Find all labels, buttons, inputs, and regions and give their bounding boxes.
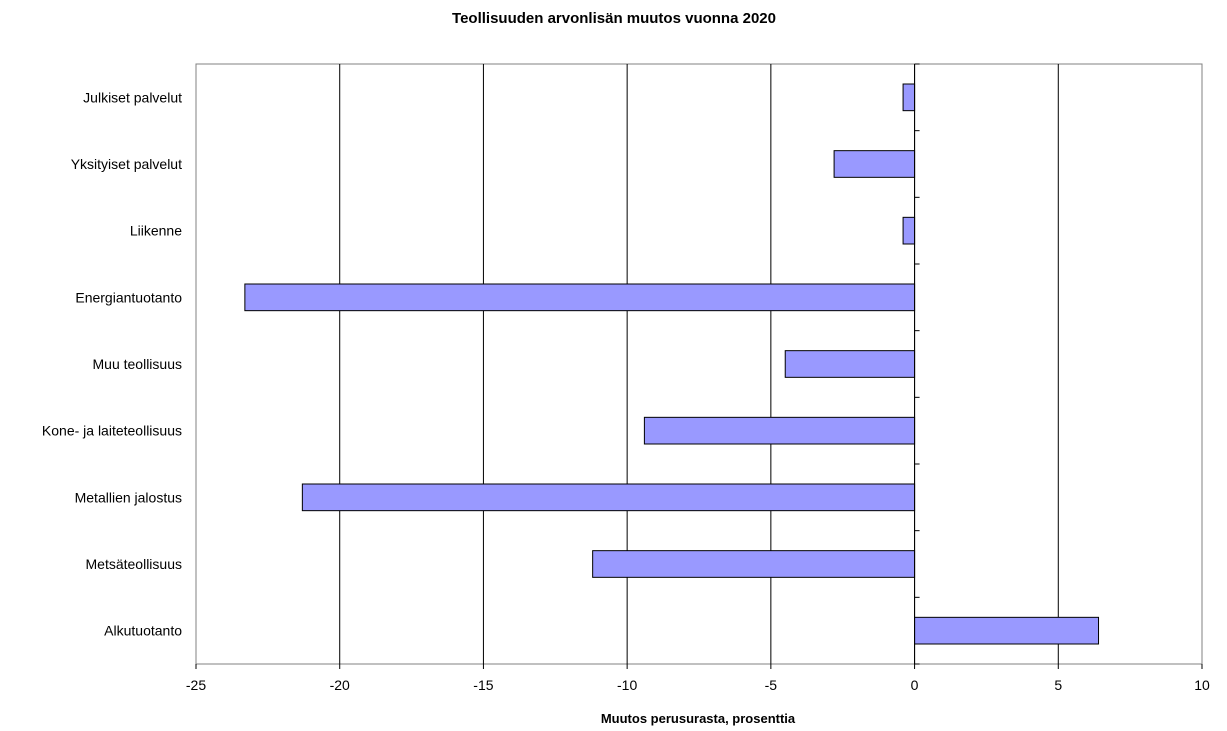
x-tick-label: -20 [330,677,350,693]
bar [833,150,916,178]
x-axis-label: Muutos perusurasta, prosenttia [601,711,796,726]
category-label: Metsäteollisuus [86,556,183,572]
category-label: Alkutuotanto [104,623,182,639]
x-tick-label: 10 [1194,677,1210,693]
bars [244,83,1100,645]
chart-title: Teollisuuden arvonlisän muutos vuonna 20… [452,10,776,27]
x-tick-label: -10 [617,677,637,693]
bar [902,216,916,245]
bar [301,483,916,512]
category-label: Kone- ja laiteteollisuus [42,423,182,439]
category-axis: Julkiset palvelut Yksityiset palvelut Liik… [42,63,920,665]
bar [784,350,916,378]
category-label: Muu teollisuus [93,356,183,372]
value-axis: -25 -20 -15 -10 -5 0 5 10 [186,664,1210,693]
x-tick-label: -25 [186,677,206,693]
x-tick-label: -5 [765,677,778,693]
bar [643,416,916,445]
category-label: Energiantuotanto [75,289,182,305]
bar [914,616,1100,645]
x-tick-label: 5 [1054,677,1062,693]
bar [902,83,916,112]
category-label: Julkiset palvelut [83,89,182,105]
category-label: Yksityiset palvelut [71,156,182,172]
bar [592,550,916,578]
category-label: Metallien jalostus [75,489,182,505]
x-tick-label: 0 [911,677,919,693]
bar [244,283,916,312]
category-label: Liikenne [130,223,182,239]
x-tick-label: -15 [473,677,493,693]
